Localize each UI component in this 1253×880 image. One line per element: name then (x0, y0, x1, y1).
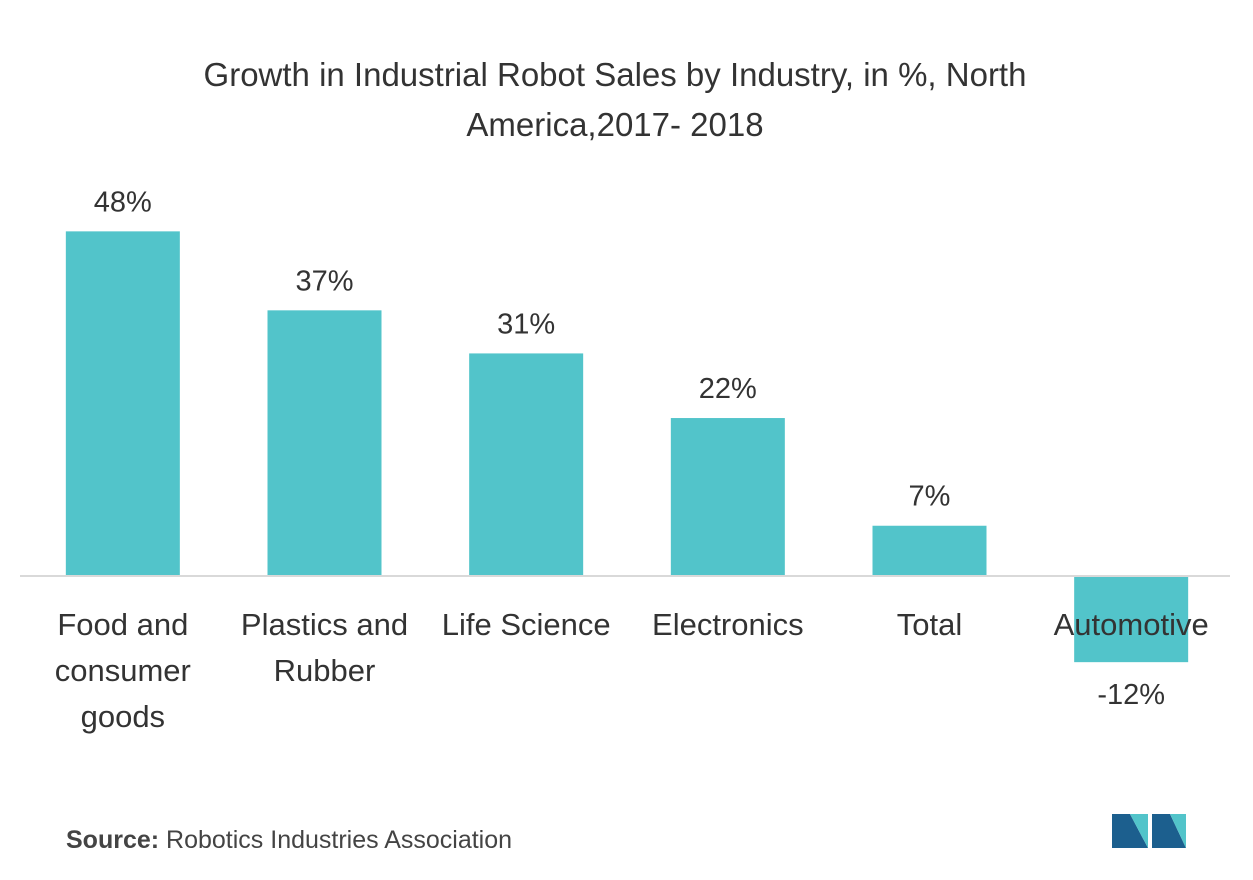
bar-5 (1074, 576, 1189, 663)
category-label-0-line-2: goods (81, 699, 165, 734)
category-label-5-line-0: Automotive (1054, 607, 1209, 642)
category-label-3-line-0: Electronics (652, 607, 804, 642)
category-label-1-line-0: Plastics and (241, 607, 408, 642)
bar-3 (670, 418, 785, 576)
bar-1 (267, 310, 382, 576)
bar-0 (65, 231, 180, 577)
chart-title-line-2: America,2017- 2018 (466, 106, 763, 143)
source-note: Source: Robotics Industries Association (66, 826, 512, 855)
data-label-4: 7% (909, 481, 951, 513)
chart-title-line-1: Growth in Industrial Robot Sales by Indu… (204, 56, 1027, 93)
data-label-1: 37% (295, 265, 353, 297)
bar-2 (469, 353, 584, 576)
logo-shape-dark-left (1112, 814, 1148, 848)
data-label-5: -12% (1097, 679, 1165, 711)
category-label-0-line-0: Food and (57, 607, 188, 642)
logo-shape-teal-right (1170, 814, 1186, 848)
category-labels: Food and consumer goods Plastics and Rubber L… (55, 607, 1209, 734)
brand-logo (1112, 814, 1186, 848)
logo-shape-dark-right (1152, 814, 1186, 848)
bar-4 (872, 525, 987, 576)
bars (65, 231, 1189, 663)
data-label-2: 31% (497, 308, 555, 340)
category-label-1-line-1: Rubber (274, 653, 376, 688)
data-label-3: 22% (699, 373, 757, 405)
chart-title: Growth in Industrial Robot Sales by Indu… (204, 56, 1027, 143)
source-text: Robotics Industries Association (159, 826, 513, 854)
data-label-0: 48% (94, 186, 152, 218)
source-label: Source: (66, 826, 160, 854)
category-label-4-line-0: Total (897, 607, 962, 642)
logo-shape-teal-left (1130, 814, 1148, 848)
category-label-2-line-0: Life Science (442, 607, 611, 642)
category-label-0-line-1: consumer (55, 653, 191, 688)
data-labels: 48% 37% 31% 22% 7% -12% (94, 186, 1165, 711)
